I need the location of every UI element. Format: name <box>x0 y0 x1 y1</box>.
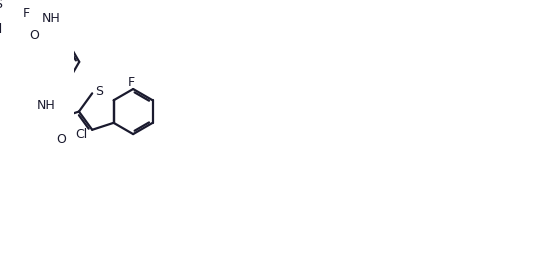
Text: F: F <box>128 76 135 90</box>
Text: NH: NH <box>37 99 55 112</box>
Text: S: S <box>95 85 103 98</box>
Text: S: S <box>0 0 2 11</box>
Text: O: O <box>56 133 66 146</box>
Text: F: F <box>23 7 30 20</box>
Text: NH: NH <box>41 12 60 25</box>
Text: Cl: Cl <box>0 23 2 36</box>
Text: Cl: Cl <box>76 128 88 141</box>
Text: O: O <box>29 29 39 42</box>
